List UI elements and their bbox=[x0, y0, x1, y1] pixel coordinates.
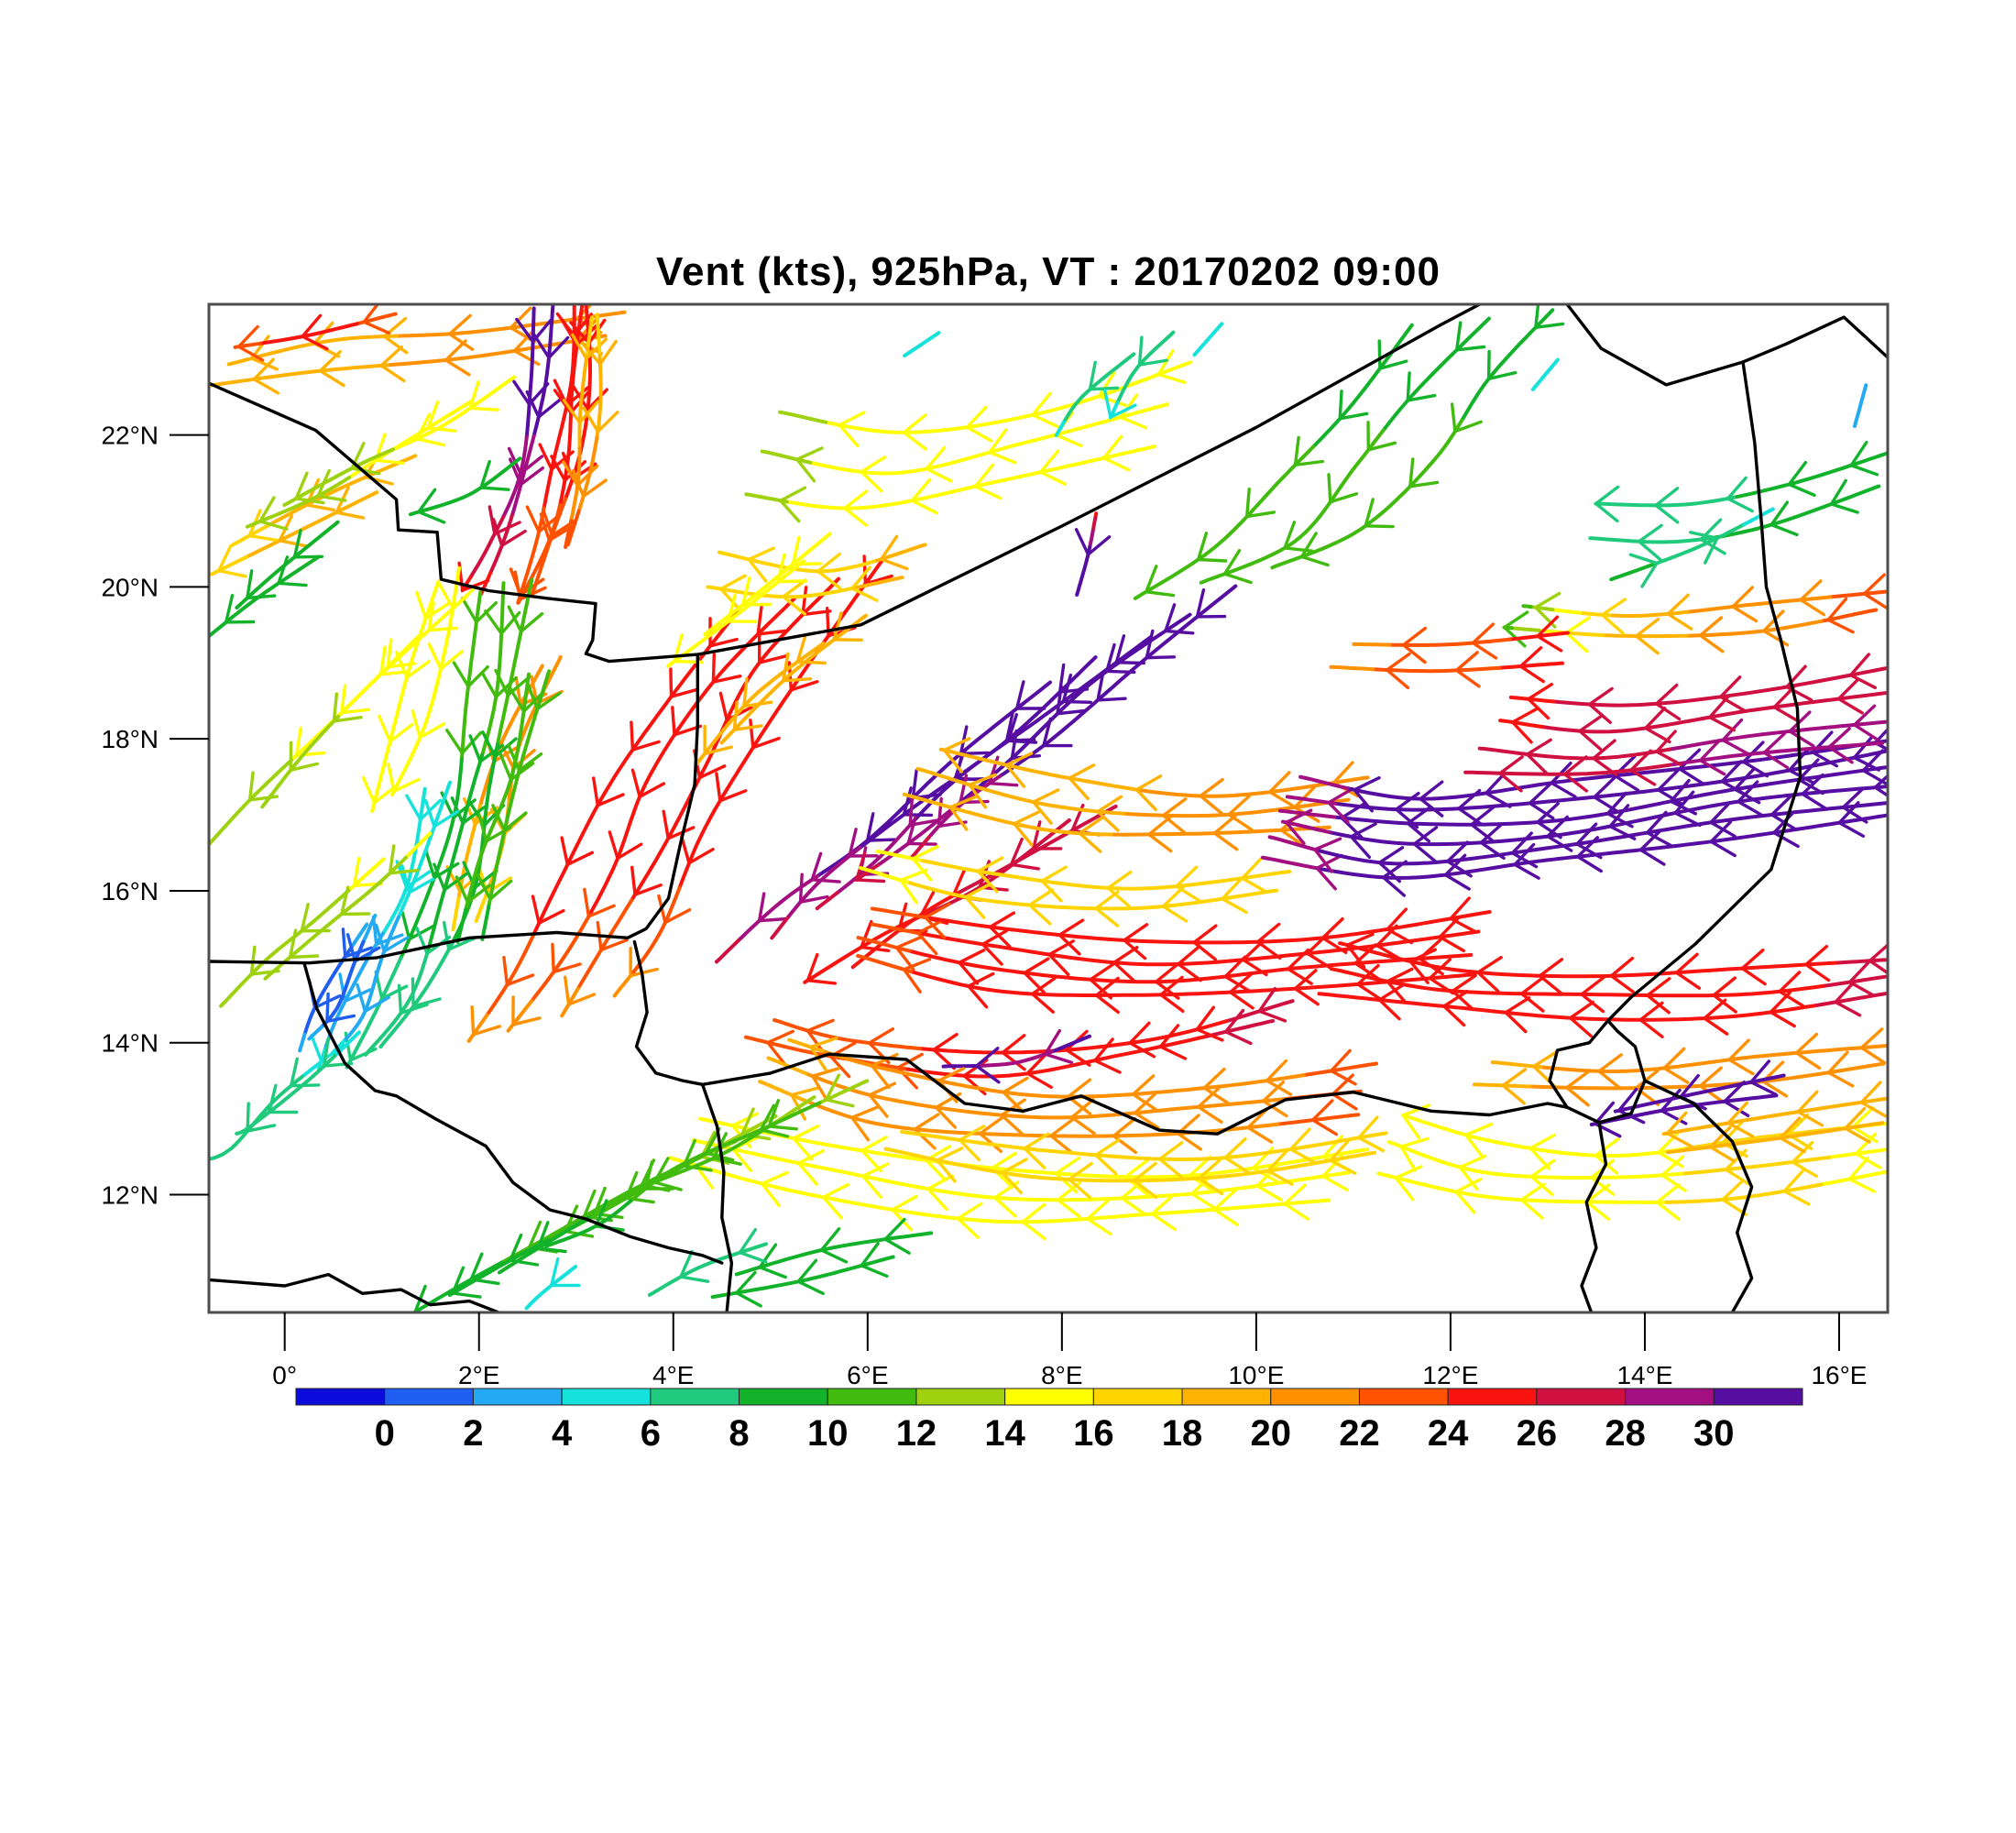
x-axis-tick-label: 2°E bbox=[458, 1361, 499, 1389]
colorbar-cell bbox=[650, 1388, 740, 1406]
colorbar-cell bbox=[472, 1388, 563, 1406]
colorbar-label: 22 bbox=[1339, 1413, 1380, 1454]
streamlines-layer bbox=[209, 304, 1888, 1312]
colorbar-cell bbox=[1625, 1388, 1715, 1406]
y-axis-tick-label: 22°N bbox=[101, 422, 159, 450]
x-axis-tick-label: 4°E bbox=[652, 1361, 694, 1389]
colorbar-label: 26 bbox=[1517, 1413, 1558, 1454]
colorbar-label: 6 bbox=[641, 1413, 661, 1454]
colorbar-label: 12 bbox=[896, 1413, 937, 1454]
colorbar: 0 2 4 6 8 10 12 14 16 18 20 22 24 26 28 30 bbox=[295, 1388, 1803, 1454]
x-axis-tick-label: 6°E bbox=[847, 1361, 888, 1389]
colorbar-cell bbox=[1270, 1388, 1360, 1406]
country-borders-layer bbox=[209, 304, 1888, 1312]
colorbar-cell bbox=[827, 1388, 917, 1406]
y-axis-tick-label: 12°N bbox=[101, 1181, 159, 1210]
colorbar-label: 24 bbox=[1428, 1413, 1469, 1454]
colorbar-label: 8 bbox=[729, 1413, 749, 1454]
colorbar-cell bbox=[1447, 1388, 1538, 1406]
colorbar-cell bbox=[1358, 1388, 1449, 1406]
x-axis-tick-label: 16°E bbox=[1811, 1361, 1867, 1389]
colorbar-label: 2 bbox=[463, 1413, 483, 1454]
colorbar-label: 0 bbox=[375, 1413, 395, 1454]
chart-title: Vent (kts), 925hPa, VT : 20170202 09:00 bbox=[656, 249, 1441, 294]
colorbar-cell bbox=[739, 1388, 828, 1406]
x-axis-tick-label: 0° bbox=[272, 1361, 297, 1389]
colorbar-label: 18 bbox=[1162, 1413, 1203, 1454]
axes-layer: 22°N 20°N 18°N 16°N 14°N 12°N 0° 2°E 4°E 6°E 8°E 10… bbox=[101, 302, 1890, 1389]
colorbar-cell bbox=[1713, 1388, 1803, 1406]
x-axis-tick-label: 8°E bbox=[1041, 1361, 1082, 1389]
y-axis-tick-label: 16°N bbox=[101, 877, 159, 906]
y-axis-tick-label: 20°N bbox=[101, 573, 159, 601]
colorbar-cell bbox=[295, 1388, 386, 1406]
y-axis-tick-label: 18°N bbox=[101, 725, 159, 753]
y-axis-tick-label: 14°N bbox=[101, 1029, 159, 1058]
x-axis-tick-label: 10°E bbox=[1228, 1361, 1284, 1389]
colorbar-cell bbox=[1181, 1388, 1272, 1406]
colorbar-cell bbox=[915, 1388, 1006, 1406]
colorbar-label: 20 bbox=[1251, 1413, 1292, 1454]
colorbar-cell bbox=[561, 1388, 652, 1406]
x-axis-tick-label: 14°E bbox=[1616, 1361, 1672, 1389]
colorbar-label: 14 bbox=[984, 1413, 1025, 1454]
colorbar-label: 10 bbox=[807, 1413, 849, 1454]
colorbar-cell bbox=[384, 1388, 474, 1406]
colorbar-label: 4 bbox=[552, 1413, 573, 1454]
colorbar-cell bbox=[1536, 1388, 1627, 1406]
colorbar-cell bbox=[1004, 1388, 1094, 1406]
colorbar-cell bbox=[1092, 1388, 1183, 1406]
colorbar-label: 16 bbox=[1073, 1413, 1114, 1454]
colorbar-label: 28 bbox=[1605, 1413, 1646, 1454]
x-axis-tick-label: 12°E bbox=[1422, 1361, 1478, 1389]
colorbar-label: 30 bbox=[1693, 1413, 1735, 1454]
